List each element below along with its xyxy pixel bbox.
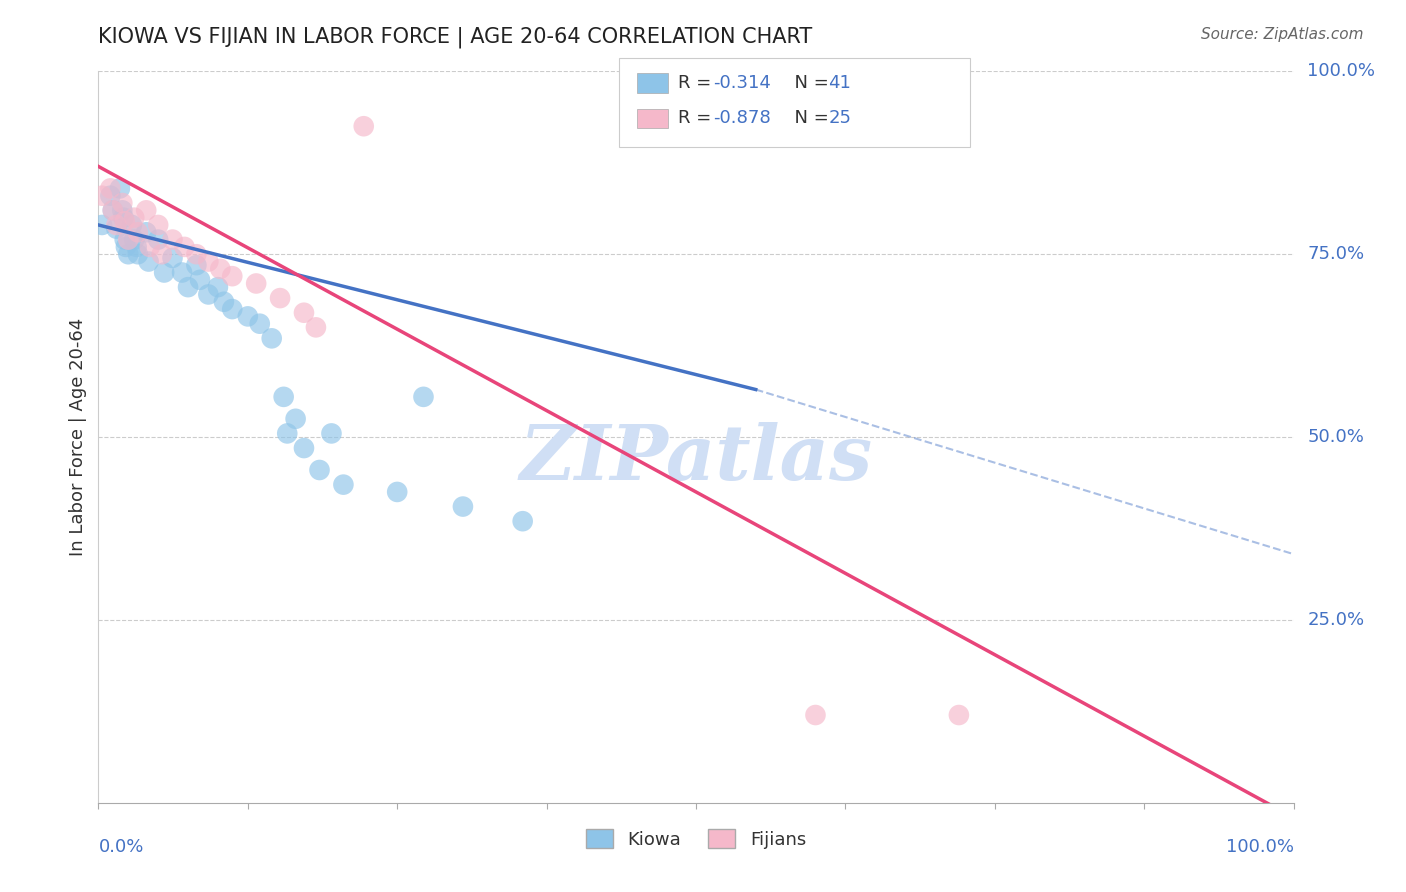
- Point: [91, 188, 114, 202]
- Text: N =: N =: [783, 110, 835, 128]
- Point: [292, 441, 315, 455]
- Text: Source: ZipAtlas.com: Source: ZipAtlas.com: [1201, 27, 1364, 42]
- Text: R =: R =: [678, 110, 717, 128]
- Point: [115, 240, 138, 254]
- Point: [209, 261, 232, 276]
- Text: ZIPatlas: ZIPatlas: [519, 422, 873, 496]
- Point: [153, 266, 176, 280]
- Text: 25.0%: 25.0%: [1308, 611, 1365, 629]
- Point: [321, 426, 343, 441]
- Legend: Kiowa, Fijians: Kiowa, Fijians: [579, 822, 813, 856]
- Point: [150, 247, 173, 261]
- Point: [273, 390, 295, 404]
- Point: [353, 119, 375, 133]
- Point: [114, 233, 136, 247]
- Point: [948, 708, 970, 723]
- Point: [148, 233, 170, 247]
- Point: [221, 301, 243, 317]
- Point: [249, 317, 271, 331]
- Point: [197, 287, 219, 301]
- Text: 50.0%: 50.0%: [1308, 428, 1364, 446]
- Point: [188, 273, 211, 287]
- Point: [139, 240, 162, 254]
- Point: [111, 203, 134, 218]
- Point: [186, 258, 208, 272]
- Point: [162, 233, 184, 247]
- Point: [138, 254, 160, 268]
- Point: [385, 485, 409, 500]
- Point: [332, 477, 354, 491]
- Point: [101, 203, 124, 218]
- Point: [135, 203, 157, 218]
- Point: [121, 218, 143, 232]
- Y-axis label: In Labor Force | Age 20-64: In Labor Force | Age 20-64: [69, 318, 87, 557]
- Point: [236, 310, 259, 324]
- Point: [245, 277, 267, 291]
- Point: [124, 211, 146, 225]
- Point: [186, 247, 208, 261]
- Point: [197, 254, 219, 268]
- Text: 25: 25: [828, 110, 851, 128]
- Point: [117, 247, 139, 261]
- Point: [117, 233, 139, 247]
- Text: 75.0%: 75.0%: [1308, 245, 1365, 263]
- Text: 100.0%: 100.0%: [1226, 838, 1294, 855]
- Text: 0.0%: 0.0%: [98, 838, 143, 855]
- Point: [276, 426, 298, 441]
- Point: [305, 320, 328, 334]
- Point: [98, 181, 122, 195]
- Point: [451, 500, 474, 514]
- Point: [308, 463, 330, 477]
- Point: [260, 331, 283, 345]
- Point: [162, 251, 184, 265]
- Point: [148, 218, 170, 232]
- Point: [412, 390, 434, 404]
- Point: [221, 269, 243, 284]
- Point: [292, 306, 315, 320]
- Point: [124, 233, 146, 247]
- Point: [269, 291, 291, 305]
- Text: 100.0%: 100.0%: [1308, 62, 1375, 80]
- Point: [111, 196, 134, 211]
- Point: [101, 203, 124, 218]
- Point: [91, 218, 114, 232]
- Point: [207, 280, 229, 294]
- Point: [105, 221, 128, 235]
- Point: [212, 294, 235, 309]
- Point: [127, 225, 149, 239]
- Point: [177, 280, 200, 294]
- Point: [135, 225, 157, 239]
- Text: 41: 41: [828, 74, 851, 92]
- Point: [512, 514, 534, 528]
- Point: [127, 247, 149, 261]
- Point: [173, 240, 195, 254]
- Text: KIOWA VS FIJIAN IN LABOR FORCE | AGE 20-64 CORRELATION CHART: KIOWA VS FIJIAN IN LABOR FORCE | AGE 20-…: [98, 27, 813, 48]
- Point: [112, 211, 135, 225]
- Point: [125, 240, 148, 254]
- Point: [114, 214, 136, 228]
- Point: [804, 708, 827, 723]
- Point: [98, 188, 122, 202]
- Text: -0.314: -0.314: [713, 74, 770, 92]
- Point: [284, 412, 307, 426]
- Text: -0.878: -0.878: [713, 110, 770, 128]
- Point: [172, 266, 194, 280]
- Point: [105, 218, 128, 232]
- Point: [108, 181, 131, 195]
- Text: N =: N =: [783, 74, 835, 92]
- Text: R =: R =: [678, 74, 717, 92]
